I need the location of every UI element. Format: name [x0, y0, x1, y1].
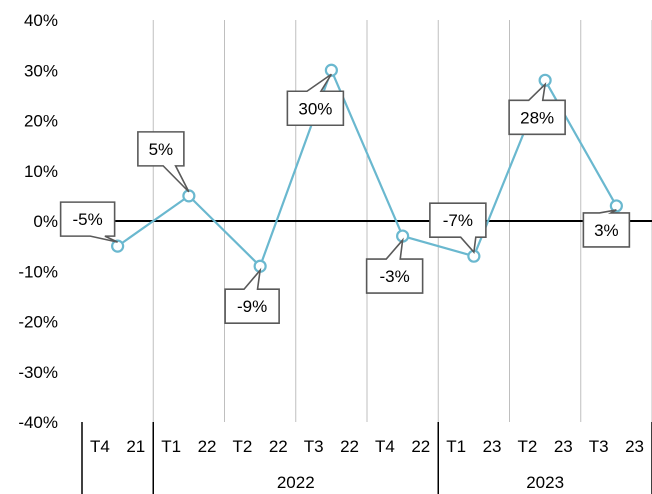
group-label: 2022: [277, 473, 315, 492]
x-tick-quarter: T4: [375, 437, 395, 456]
data-label-callout: [224, 267, 280, 325]
y-tick-label: 40%: [24, 11, 58, 30]
y-tick-label: -20%: [18, 313, 58, 332]
x-tick-year: 22: [269, 437, 288, 456]
data-label: 5%: [149, 140, 174, 159]
y-tick-label: -30%: [18, 363, 58, 382]
data-label-callout: [59, 201, 118, 243]
x-tick-year: 22: [411, 437, 430, 456]
data-label: 3%: [594, 221, 619, 240]
x-tick-quarter: T3: [589, 437, 609, 456]
x-tick-year: 22: [198, 437, 217, 456]
x-tick-year: 23: [554, 437, 573, 456]
x-tick-quarter: T4: [90, 437, 110, 456]
x-tick-quarter: T2: [518, 437, 538, 456]
y-tick-label: 10%: [24, 162, 58, 181]
data-label-callout: [429, 202, 487, 255]
data-label: -9%: [237, 297, 267, 316]
x-tick-year: 23: [625, 437, 644, 456]
data-label-callout: [286, 73, 345, 127]
y-axis-ticks: 40% 30% 20% 10% 0% -10% -20% -30% -40%: [18, 11, 58, 432]
data-label-callout: [137, 131, 190, 193]
data-label-callout: [508, 82, 566, 136]
data-labels: -5% 5% -9% 30% -3% -7% 28% 3%: [59, 73, 631, 325]
y-tick-label: 20%: [24, 112, 58, 131]
data-label-callout: [582, 209, 631, 248]
data-label: 28%: [520, 108, 554, 127]
x-tick-quarter: T3: [304, 437, 324, 456]
x-tick-quarter: T1: [446, 437, 466, 456]
data-label-callout: [365, 237, 424, 294]
data-point: [111, 239, 125, 253]
axes: [81, 220, 652, 494]
y-tick-label: -10%: [18, 262, 58, 281]
data-label: -3%: [380, 267, 410, 286]
x-axis-ticks: T4 21 T1 22 T2 22 T3 22 T4 22 T1 23 T2 23 T3 23 2022 2023: [90, 437, 644, 492]
x-tick-quarter: T2: [233, 437, 253, 456]
x-tick-year: 23: [483, 437, 502, 456]
data-label: -5%: [73, 210, 103, 229]
y-tick-label: 0%: [33, 212, 58, 231]
x-tick-quarter: T1: [161, 437, 181, 456]
x-tick-year: 22: [340, 437, 359, 456]
group-label: 2023: [526, 473, 564, 492]
x-tick-year: 21: [126, 437, 145, 456]
data-label: 30%: [298, 99, 332, 118]
data-label: -7%: [443, 211, 473, 230]
data-point: [609, 199, 623, 213]
y-tick-label: 30%: [24, 61, 58, 80]
y-tick-label: -40%: [18, 413, 58, 432]
